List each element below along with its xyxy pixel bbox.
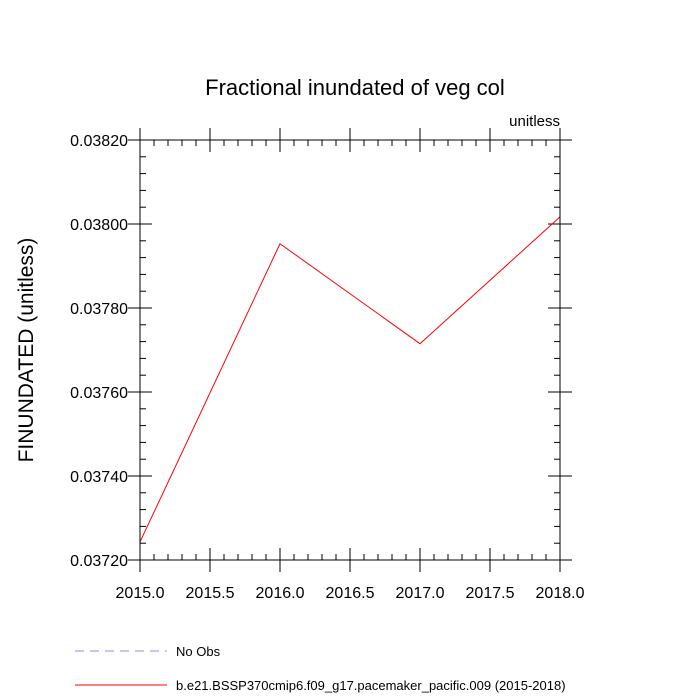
units-label: unitless [509,113,560,130]
x-tick-label: 2016.5 [326,585,375,602]
x-tick-label: 2015.5 [186,585,235,602]
x-tick-labels: 2015.0 2015.5 2016.0 2016.5 2017.0 2017.5 2018… [116,585,585,602]
y-tick-label: 0.03820 [70,133,128,150]
x-tick-label: 2017.0 [396,585,445,602]
legend: No Obs b.e21.BSSP370cmip6.f09_g17.pacemak… [75,644,566,693]
x-tick-label: 2015.0 [116,585,165,602]
minor-ticks [139,139,561,561]
y-tick-label: 0.03800 [70,217,128,234]
y-tick-label: 0.03720 [70,553,128,570]
chart-title: Fractional inundated of veg col [205,75,505,100]
x-tick-label: 2018.0 [536,585,585,602]
plot-frame [139,139,561,561]
legend-label: b.e21.BSSP370cmip6.f09_g17.pacemaker_pac… [176,678,566,693]
series-group [139,216,561,543]
y-tick-label: 0.03760 [70,385,128,402]
y-tick-labels: 0.03720 0.03740 0.03760 0.03780 0.03800 0.038… [70,133,128,570]
x-tick-label: 2017.5 [466,585,515,602]
x-tick-label: 2016.0 [256,585,305,602]
y-tick-label: 0.03780 [70,301,128,318]
legend-label: No Obs [176,644,221,659]
major-ticks [128,128,572,572]
y-tick-label: 0.03740 [70,469,128,486]
series-line [139,216,561,543]
y-axis-label: FINUNDATED (unitless) [15,238,38,463]
